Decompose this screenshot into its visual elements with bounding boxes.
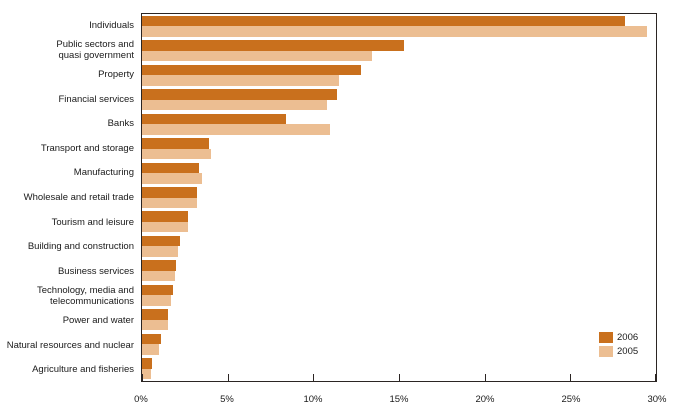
bar-2005-building-and-construction	[142, 246, 178, 257]
bar-2006-building-and-construction	[142, 235, 180, 247]
bar-2006-technology-media-and-telecommunications	[142, 284, 173, 296]
bar-2006-tourism-and-leisure	[142, 211, 189, 222]
legend-label-2006: 2006	[617, 332, 639, 343]
tick-mark-20	[484, 374, 486, 381]
bar-2005-power-and-water	[142, 319, 168, 331]
tick-label-25: 25%	[561, 394, 581, 405]
bar-group-building-and-construction	[142, 234, 656, 258]
bar-2005-public-sectors-and-quasi-government	[142, 50, 372, 62]
category-label-building-and-construction: Building and construction	[27, 241, 134, 253]
bar-2006-transport-and-storage	[142, 138, 209, 149]
legend: 2006 2005	[599, 332, 638, 360]
bar-2005-transport-and-storage	[142, 148, 211, 160]
legend-swatch-2006	[599, 332, 613, 343]
bar-group-public-sectors-and-quasi-government	[142, 38, 656, 62]
legend-swatch-2005	[599, 346, 613, 357]
tick-mark-0	[142, 374, 143, 381]
bar-2006-financial-services	[142, 89, 338, 100]
bar-2006-agriculture-and-fisheries	[142, 358, 153, 369]
bar-2005-business-services	[142, 270, 175, 282]
tick-label-0: 0%	[134, 394, 148, 405]
category-label-transport-and-storage: Transport and storage	[40, 142, 134, 154]
bar-2005-natural-resources-and-nuclear	[142, 344, 160, 355]
category-label-manufacturing: Manufacturing	[73, 167, 134, 179]
category-label-wholesale-and-retail-trade: Wholesale and retail trade	[23, 191, 134, 203]
category-axis-labels: Individuals Public sectors and quasi gove…	[0, 13, 138, 382]
legend-label-2005: 2005	[617, 346, 639, 357]
tick-label-10: 10%	[303, 394, 323, 405]
tick-mark-30	[655, 374, 656, 381]
category-label-banks: Banks	[107, 118, 134, 130]
bar-2005-tourism-and-leisure	[142, 221, 189, 233]
bar-rows	[142, 14, 656, 381]
bar-2005-property	[142, 75, 340, 86]
bar-2005-wholesale-and-retail-trade	[142, 197, 197, 209]
bar-2006-power-and-water	[142, 309, 168, 320]
tick-mark-15	[399, 374, 400, 381]
bar-group-power-and-water	[142, 308, 656, 332]
bar-2005-banks	[142, 124, 331, 135]
category-label-property: Property	[98, 68, 134, 80]
bar-2006-banks	[142, 113, 286, 125]
bar-group-financial-services	[142, 87, 656, 111]
bar-2006-property	[142, 64, 362, 76]
bar-group-banks	[142, 112, 656, 136]
bar-group-property	[142, 63, 656, 87]
tick-mark-5	[227, 374, 229, 381]
category-label-business-services: Business services	[57, 265, 134, 277]
bar-2006-individuals	[142, 15, 626, 27]
category-label-power-and-water: Power and water	[62, 314, 134, 326]
x-axis-tick-labels: 0% 5% 10% 15% 20% 25% 30%	[134, 394, 666, 406]
tick-label-15: 15%	[389, 394, 409, 405]
bar-group-individuals	[142, 14, 656, 38]
bar-2006-manufacturing	[142, 162, 199, 174]
legend-item-2006: 2006	[599, 332, 638, 343]
bar-group-transport-and-storage	[142, 136, 656, 160]
plot-area: 2006 2005	[141, 13, 657, 382]
category-label-technology-media-and-telecommunications: Technology, media and telecommunications	[37, 284, 134, 307]
tick-label-20: 20%	[475, 394, 495, 405]
bar-group-technology-media-and-telecommunications	[142, 283, 656, 307]
bar-group-tourism-and-leisure	[142, 210, 656, 234]
bar-2006-wholesale-and-retail-trade	[142, 187, 197, 198]
bar-2006-natural-resources-and-nuclear	[142, 333, 161, 345]
bar-group-wholesale-and-retail-trade	[142, 185, 656, 209]
bar-2005-manufacturing	[142, 173, 202, 184]
bar-group-business-services	[142, 259, 656, 283]
tick-mark-10	[313, 374, 315, 381]
legend-item-2005: 2005	[599, 346, 638, 357]
category-label-agriculture-and-fisheries: Agriculture and fisheries	[32, 364, 134, 376]
bar-group-manufacturing	[142, 161, 656, 185]
tick-mark-25	[570, 374, 572, 381]
bar-2005-technology-media-and-telecommunications	[142, 295, 172, 306]
category-label-financial-services: Financial services	[58, 93, 135, 105]
tick-label-30: 30%	[647, 394, 667, 405]
bar-2005-individuals	[142, 26, 648, 37]
bar-group-agriculture-and-fisheries	[142, 357, 656, 381]
bar-2005-agriculture-and-fisheries	[142, 368, 151, 380]
category-label-public-sectors-and-quasi-government: Public sectors and quasi government	[56, 38, 134, 61]
bar-2006-business-services	[142, 260, 177, 271]
bar-group-natural-resources-and-nuclear	[142, 332, 656, 356]
bar-2005-financial-services	[142, 99, 328, 111]
tick-label-5: 5%	[220, 394, 234, 405]
category-label-natural-resources-and-nuclear: Natural resources and nuclear	[6, 339, 134, 351]
bar-2006-public-sectors-and-quasi-government	[142, 40, 405, 51]
category-label-tourism-and-leisure: Tourism and leisure	[51, 216, 134, 228]
category-label-individuals: Individuals	[89, 19, 134, 31]
